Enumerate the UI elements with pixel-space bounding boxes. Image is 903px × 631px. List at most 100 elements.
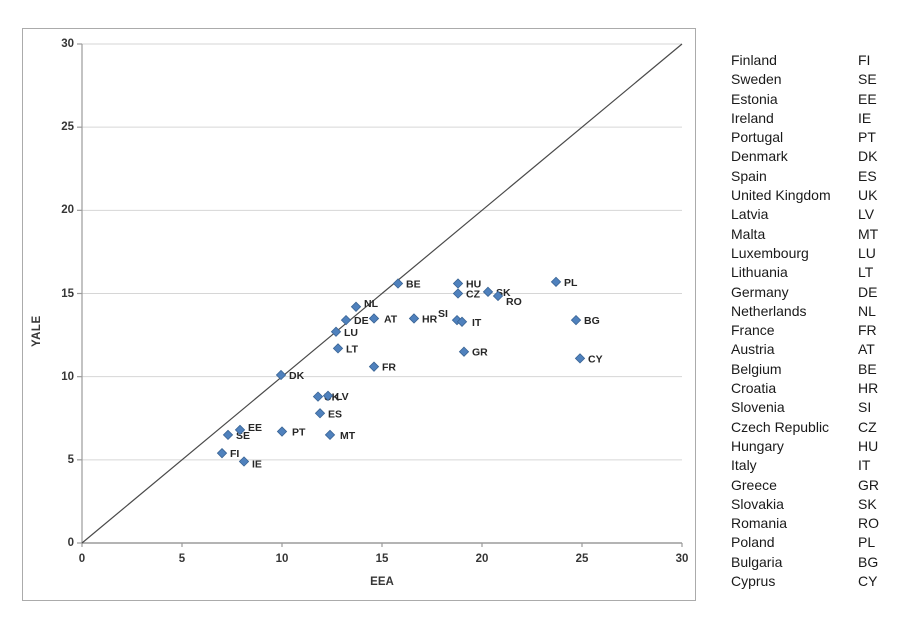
legend-country-name: Greece xyxy=(731,476,777,493)
legend-country-code: RO xyxy=(858,515,879,532)
data-point-HR[interactable] xyxy=(408,313,420,324)
legend-row-UK: United Kingdom UK xyxy=(731,186,896,205)
data-point-CZ[interactable] xyxy=(452,288,464,299)
legend-country-code: FI xyxy=(858,52,871,68)
legend-country-code: EE xyxy=(858,90,877,107)
data-point-LV[interactable] xyxy=(322,390,334,401)
data-label-HU: HU xyxy=(466,279,481,291)
legend-row-RO: Romania RO xyxy=(731,514,896,533)
legend-country-code: SK xyxy=(858,495,877,512)
data-label-GR: GR xyxy=(472,347,488,359)
data-label-LT: LT xyxy=(346,343,359,355)
legend-country-name: France xyxy=(731,322,775,339)
legend-row-IT: Italy IT xyxy=(731,456,896,475)
data-label-FR: FR xyxy=(382,362,396,374)
legend-row-HU: Hungary HU xyxy=(731,437,896,456)
legend-country-name: Hungary xyxy=(731,437,784,454)
data-point-MT[interactable] xyxy=(324,429,336,441)
legend-country-name: United Kingdom xyxy=(731,187,831,204)
legend-country-name: Bulgaria xyxy=(731,553,783,570)
data-point-HU[interactable] xyxy=(452,278,464,289)
legend-country-name: Estonia xyxy=(731,90,778,107)
legend-country-name: Sweden xyxy=(731,71,782,88)
legend-country-name: Slovenia xyxy=(731,399,785,416)
data-point-DE[interactable] xyxy=(340,314,352,326)
legend-country-code: LT xyxy=(858,264,874,281)
y-tick-label-20: 20 xyxy=(61,204,74,217)
data-point-IE[interactable] xyxy=(238,456,250,467)
data-label-BE: BE xyxy=(406,279,421,291)
data-point-EE[interactable] xyxy=(234,424,246,436)
legend-row-LT: Lithuania LT xyxy=(731,263,896,282)
legend-country-name: Ireland xyxy=(731,109,774,126)
legend-country-code: MT xyxy=(858,225,879,242)
legend-row-ES: Spain ES xyxy=(731,167,896,186)
data-point-GR[interactable] xyxy=(458,346,470,357)
legend-row-DK: Denmark DK xyxy=(731,147,896,166)
legend-country-name: Belgium xyxy=(731,360,782,377)
legend-row-BG: Bulgaria BG xyxy=(731,553,896,572)
legend-country-name: Lithuania xyxy=(731,264,788,281)
legend-country-code: BG xyxy=(858,553,879,570)
data-point-SE[interactable] xyxy=(222,429,234,441)
legend-row-HR: Croatia HR xyxy=(731,379,896,398)
legend-country-name: Italy xyxy=(731,457,757,474)
data-label-ES: ES xyxy=(328,408,342,420)
y-tick-label-30: 30 xyxy=(61,38,74,50)
x-tick-label-15: 15 xyxy=(375,553,389,565)
legend-row-LV: Latvia LV xyxy=(731,205,896,224)
legend-row-IE: Ireland IE xyxy=(731,109,896,128)
legend-country-name: Poland xyxy=(731,534,775,551)
country-legend: Finland FI Sweden SE Estonia EE Ireland IE Portu… xyxy=(731,51,896,591)
x-tick-label-30: 30 xyxy=(675,553,689,565)
data-point-BE[interactable] xyxy=(392,278,404,289)
data-label-DE: DE xyxy=(354,315,369,327)
legend-country-code: PT xyxy=(858,129,876,146)
y-tick-label-15: 15 xyxy=(61,287,74,300)
data-point-PT[interactable] xyxy=(276,426,288,437)
legend-row-GR: Greece GR xyxy=(731,476,896,495)
data-point-IT[interactable] xyxy=(456,316,468,327)
data-point-CY[interactable] xyxy=(574,353,586,364)
x-tick-label-5: 5 xyxy=(178,553,186,565)
x-axis-title: EEA xyxy=(370,576,394,588)
data-label-PL: PL xyxy=(564,277,578,289)
legend-country-name: Spain xyxy=(731,167,767,184)
data-label-NL: NL xyxy=(364,298,379,310)
data-label-MT: MT xyxy=(340,430,356,442)
data-point-FR[interactable] xyxy=(368,361,380,372)
legend-row-LU: Luxembourg LU xyxy=(731,244,896,263)
data-point-BG[interactable] xyxy=(570,314,582,326)
legend-country-code: AT xyxy=(858,341,875,358)
y-tick-label-5: 5 xyxy=(67,453,74,466)
data-point-SK[interactable] xyxy=(482,286,494,298)
legend-row-NL: Netherlands NL xyxy=(731,302,896,321)
legend-country-name: Cyprus xyxy=(731,573,776,590)
data-point-FI[interactable] xyxy=(216,448,228,459)
data-point-ES[interactable] xyxy=(314,408,326,419)
data-point-UK[interactable] xyxy=(312,391,324,402)
legend-country-code: DK xyxy=(858,148,878,165)
legend-country-code: HR xyxy=(858,380,879,397)
legend-row-MT: Malta MT xyxy=(731,225,896,244)
x-tick-label-20: 20 xyxy=(475,553,489,565)
data-point-NL[interactable] xyxy=(350,301,362,312)
legend-row-SI: Slovenia SI xyxy=(731,398,896,417)
legend-row-BE: Belgium BE xyxy=(731,360,896,379)
legend-country-name: Denmark xyxy=(731,148,788,165)
data-point-DK[interactable] xyxy=(275,369,287,381)
data-point-RO[interactable] xyxy=(492,290,504,302)
data-point-AT[interactable] xyxy=(368,313,380,324)
x-tick-label-0: 0 xyxy=(78,553,86,565)
legend-country-code: NL xyxy=(858,302,876,319)
legend-row-FR: France FR xyxy=(731,321,896,340)
data-label-LV: LV xyxy=(336,391,349,403)
data-point-LU[interactable] xyxy=(330,326,342,337)
legend-country-code: BE xyxy=(858,360,877,377)
data-point-LT[interactable] xyxy=(332,343,344,354)
data-point-PL[interactable] xyxy=(550,276,562,288)
legend-country-name: Latvia xyxy=(731,206,769,223)
x-tick-label-10: 10 xyxy=(275,553,289,565)
legend-country-code: DE xyxy=(858,283,878,300)
